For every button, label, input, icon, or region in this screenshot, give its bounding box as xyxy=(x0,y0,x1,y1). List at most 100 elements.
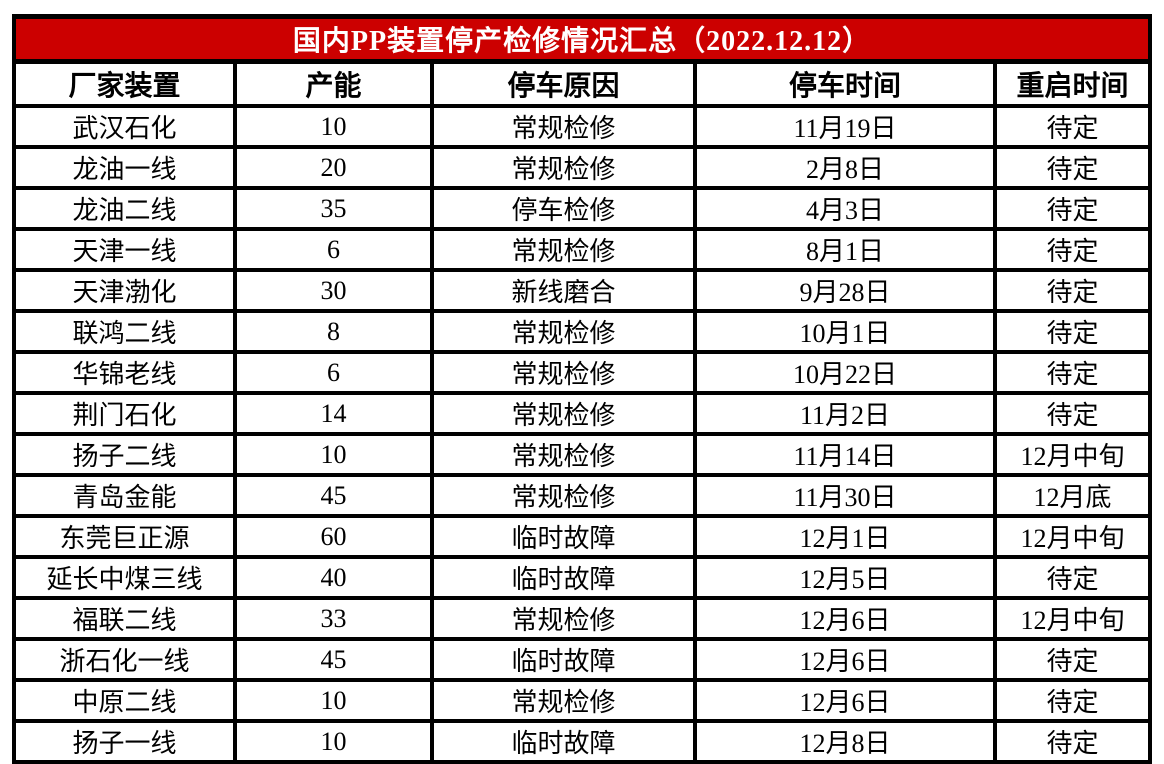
restart-time-cell: 待定 xyxy=(992,227,1153,272)
capacity-cell: 6 xyxy=(233,227,434,272)
restart-time-cell: 待定 xyxy=(992,186,1153,231)
restart-time-cell: 待定 xyxy=(992,350,1153,395)
stop-reason-cell: 常规检修 xyxy=(430,596,697,641)
capacity-cell: 14 xyxy=(233,391,434,436)
shutdown-summary-table: 国内PP装置停产检修情况汇总（2022.12.12） 厂家装置 产能 停车原因 … xyxy=(11,14,1153,764)
capacity-cell: 45 xyxy=(233,637,434,682)
table-row: 东莞巨正源 60 临时故障 12月1日 12月中旬 xyxy=(12,514,1153,559)
stop-time-cell: 11月19日 xyxy=(693,104,997,149)
table-body: 武汉石化 10 常规检修 11月19日 待定 龙油一线 20 常规检修 2月8日 待定 龙油二线 35… xyxy=(12,104,1153,764)
stop-time-cell: 12月6日 xyxy=(693,596,997,641)
stop-time-cell: 11月2日 xyxy=(693,391,997,436)
stop-time-cell: 11月14日 xyxy=(693,432,997,477)
stop-time-cell: 8月1日 xyxy=(693,227,997,272)
restart-time-cell: 12月中旬 xyxy=(992,514,1153,559)
plant-cell: 联鸿二线 xyxy=(12,309,237,354)
header-capacity: 产能 xyxy=(233,59,434,108)
stop-reason-cell: 常规检修 xyxy=(430,678,697,723)
capacity-cell: 40 xyxy=(233,555,434,600)
capacity-cell: 10 xyxy=(233,104,434,149)
restart-time-cell: 12月中旬 xyxy=(992,596,1153,641)
table-row: 龙油二线 35 停车检修 4月3日 待定 xyxy=(12,186,1153,231)
stop-reason-cell: 停车检修 xyxy=(430,186,697,231)
stop-reason-cell: 常规检修 xyxy=(430,104,697,149)
capacity-cell: 10 xyxy=(233,719,434,764)
stop-time-cell: 12月1日 xyxy=(693,514,997,559)
stop-time-cell: 4月3日 xyxy=(693,186,997,231)
restart-time-cell: 待定 xyxy=(992,678,1153,723)
stop-time-cell: 10月1日 xyxy=(693,309,997,354)
stop-reason-cell: 常规检修 xyxy=(430,350,697,395)
restart-time-cell: 待定 xyxy=(992,637,1153,682)
restart-time-cell: 待定 xyxy=(992,309,1153,354)
restart-time-cell: 待定 xyxy=(992,391,1153,436)
stop-time-cell: 11月30日 xyxy=(693,473,997,518)
header-restart-time: 重启时间 xyxy=(992,59,1153,108)
shutdown-summary-table-container: 国内PP装置停产检修情况汇总（2022.12.12） 厂家装置 产能 停车原因 … xyxy=(11,14,1153,764)
table-row: 扬子二线 10 常规检修 11月14日 12月中旬 xyxy=(12,432,1153,477)
plant-cell: 福联二线 xyxy=(12,596,237,641)
plant-cell: 青岛金能 xyxy=(12,473,237,518)
capacity-cell: 33 xyxy=(233,596,434,641)
header-row: 厂家装置 产能 停车原因 停车时间 重启时间 xyxy=(12,59,1153,108)
restart-time-cell: 待定 xyxy=(992,145,1153,190)
plant-cell: 龙油一线 xyxy=(12,145,237,190)
table-row: 扬子一线 10 临时故障 12月8日 待定 xyxy=(12,719,1153,764)
table-row: 延长中煤三线 40 临时故障 12月5日 待定 xyxy=(12,555,1153,600)
capacity-cell: 30 xyxy=(233,268,434,313)
header-stop-time: 停车时间 xyxy=(693,59,997,108)
capacity-cell: 45 xyxy=(233,473,434,518)
capacity-cell: 35 xyxy=(233,186,434,231)
restart-time-cell: 待定 xyxy=(992,555,1153,600)
stop-time-cell: 2月8日 xyxy=(693,145,997,190)
plant-cell: 武汉石化 xyxy=(12,104,237,149)
capacity-cell: 8 xyxy=(233,309,434,354)
title-row: 国内PP装置停产检修情况汇总（2022.12.12） xyxy=(11,14,1153,64)
plant-cell: 荆门石化 xyxy=(12,391,237,436)
plant-cell: 延长中煤三线 xyxy=(12,555,237,600)
table-row: 中原二线 10 常规检修 12月6日 待定 xyxy=(12,678,1153,723)
stop-reason-cell: 临时故障 xyxy=(430,514,697,559)
capacity-cell: 6 xyxy=(233,350,434,395)
table-row: 龙油一线 20 常规检修 2月8日 待定 xyxy=(12,145,1153,190)
capacity-cell: 10 xyxy=(233,432,434,477)
table-row: 天津一线 6 常规检修 8月1日 待定 xyxy=(12,227,1153,272)
capacity-cell: 20 xyxy=(233,145,434,190)
stop-reason-cell: 常规检修 xyxy=(430,432,697,477)
stop-reason-cell: 临时故障 xyxy=(430,637,697,682)
plant-cell: 华锦老线 xyxy=(12,350,237,395)
restart-time-cell: 12月底 xyxy=(992,473,1153,518)
stop-time-cell: 12月5日 xyxy=(693,555,997,600)
capacity-cell: 60 xyxy=(233,514,434,559)
table-title: 国内PP装置停产检修情况汇总（2022.12.12） xyxy=(11,14,1153,64)
table-row: 华锦老线 6 常规检修 10月22日 待定 xyxy=(12,350,1153,395)
restart-time-cell: 待定 xyxy=(992,719,1153,764)
plant-cell: 天津渤化 xyxy=(12,268,237,313)
table-row: 浙石化一线 45 临时故障 12月6日 待定 xyxy=(12,637,1153,682)
stop-time-cell: 12月6日 xyxy=(693,637,997,682)
stop-reason-cell: 临时故障 xyxy=(430,555,697,600)
stop-reason-cell: 常规检修 xyxy=(430,473,697,518)
restart-time-cell: 待定 xyxy=(992,104,1153,149)
stop-reason-cell: 常规检修 xyxy=(430,145,697,190)
stop-time-cell: 12月8日 xyxy=(693,719,997,764)
stop-reason-cell: 常规检修 xyxy=(430,227,697,272)
header-plant: 厂家装置 xyxy=(12,59,237,108)
stop-reason-cell: 常规检修 xyxy=(430,391,697,436)
table-row: 联鸿二线 8 常规检修 10月1日 待定 xyxy=(12,309,1153,354)
plant-cell: 中原二线 xyxy=(12,678,237,723)
capacity-cell: 10 xyxy=(233,678,434,723)
stop-time-cell: 10月22日 xyxy=(693,350,997,395)
table-row: 武汉石化 10 常规检修 11月19日 待定 xyxy=(12,104,1153,149)
plant-cell: 龙油二线 xyxy=(12,186,237,231)
stop-reason-cell: 常规检修 xyxy=(430,309,697,354)
table-row: 天津渤化 30 新线磨合 9月28日 待定 xyxy=(12,268,1153,313)
plant-cell: 扬子二线 xyxy=(12,432,237,477)
plant-cell: 东莞巨正源 xyxy=(12,514,237,559)
stop-time-cell: 9月28日 xyxy=(693,268,997,313)
plant-cell: 浙石化一线 xyxy=(12,637,237,682)
table-row: 青岛金能 45 常规检修 11月30日 12月底 xyxy=(12,473,1153,518)
stop-reason-cell: 临时故障 xyxy=(430,719,697,764)
plant-cell: 扬子一线 xyxy=(12,719,237,764)
stop-reason-cell: 新线磨合 xyxy=(430,268,697,313)
